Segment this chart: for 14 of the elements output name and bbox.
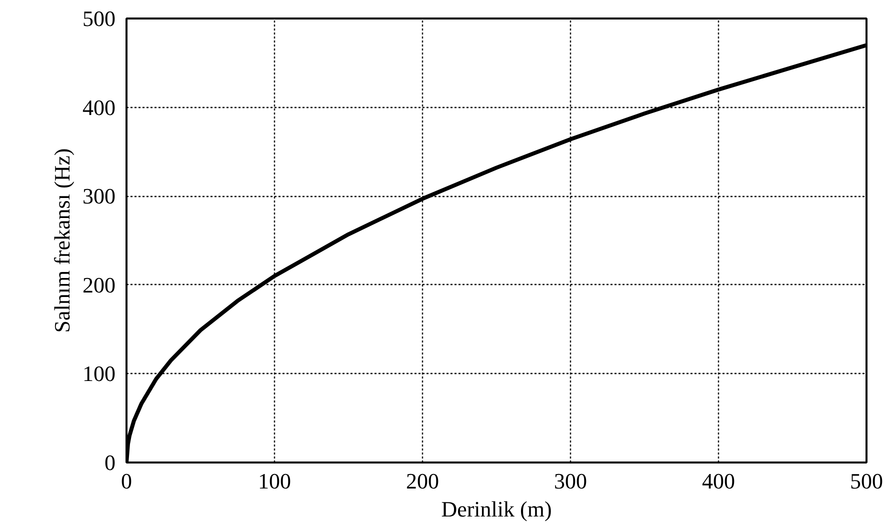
x-tick-label: 200 bbox=[406, 468, 439, 494]
x-tick-label: 500 bbox=[850, 468, 883, 494]
y-tick-label: 400 bbox=[82, 94, 116, 120]
x-tick-label: 0 bbox=[121, 468, 132, 494]
x-axis-title: Derinlik (m) bbox=[441, 496, 552, 522]
y-tick-label: 500 bbox=[82, 6, 116, 31]
y-tick-label: 300 bbox=[82, 184, 116, 209]
y-tick-label: 200 bbox=[82, 272, 116, 298]
x-tick-label: 100 bbox=[258, 468, 291, 494]
x-tick-label: 300 bbox=[554, 468, 587, 494]
x-tick-label: 400 bbox=[702, 468, 735, 494]
y-tick-label: 100 bbox=[82, 361, 116, 386]
y-axis-title: Salnım frekansı (Hz) bbox=[50, 148, 74, 333]
y-tick-label: 0 bbox=[104, 450, 116, 475]
